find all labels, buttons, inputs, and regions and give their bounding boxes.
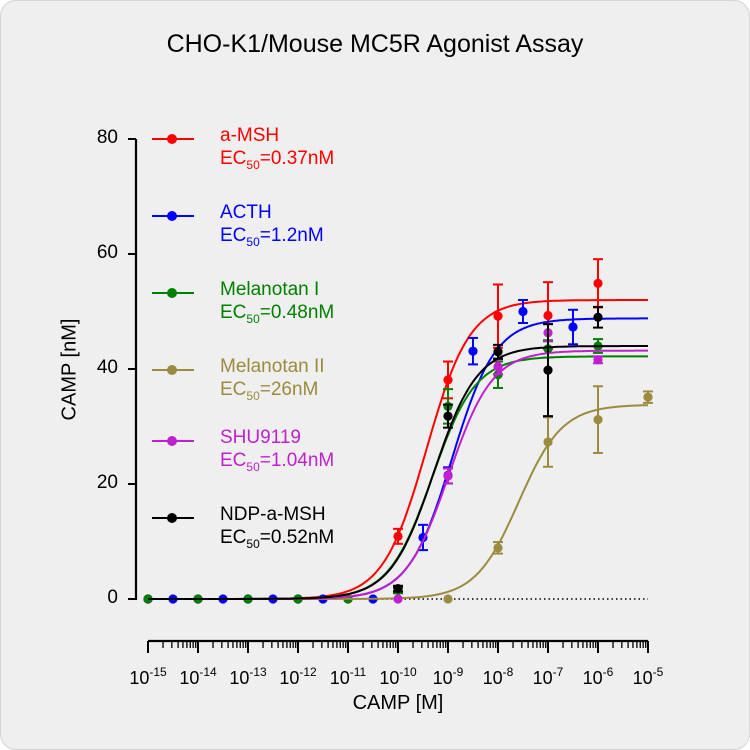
x-tick-label: 10-12 (279, 665, 317, 688)
data-point (593, 355, 603, 365)
data-point (518, 306, 528, 317)
x-tick-label: 10-5 (632, 665, 664, 688)
data-point (468, 346, 478, 356)
x-tick-label: 10-11 (329, 665, 367, 688)
legend-ec50-label: EC (220, 527, 247, 548)
y-tick-label: 20 (96, 472, 118, 493)
x-axis-title: CAMP [M] (352, 692, 444, 714)
legend-marker (152, 365, 194, 375)
data-point (643, 392, 653, 402)
legend-ec50-value: =1.04nM (259, 450, 335, 471)
x-tick-label: 10-15 (129, 665, 167, 688)
legend-marker (152, 211, 194, 221)
legend-ec50-sub: 50 (246, 157, 260, 172)
data-point (393, 584, 403, 594)
data-point (443, 375, 453, 385)
y-tick-label: 80 (96, 127, 118, 148)
x-tick-label: 10-10 (379, 665, 417, 688)
data-point (443, 471, 453, 481)
legend-ec50-label: EC (220, 148, 247, 169)
legend-series-name: ACTH (220, 202, 272, 223)
legend-marker (152, 288, 194, 298)
y-tick-label: 60 (96, 242, 118, 263)
data-point (493, 362, 503, 372)
legend-ec50-sub: 50 (246, 536, 260, 551)
data-point (543, 365, 553, 375)
legend-ec50-sub: 50 (246, 311, 260, 326)
chart-title: CHO-K1/Mouse MC5R Agonist Assay (166, 30, 584, 58)
data-point (443, 411, 453, 421)
legend-ec50-label: EC (220, 225, 247, 246)
fit-curve-5 (148, 345, 648, 600)
legend-series-name: Melanotan II (220, 356, 325, 377)
x-tick-label: 10-9 (432, 665, 464, 688)
legend-marker (152, 436, 194, 446)
legend-ec50-sub: 50 (246, 234, 260, 249)
x-tick-label: 10-14 (179, 665, 217, 688)
y-tick-label: 0 (107, 587, 118, 608)
y-axis-title: CAMP [nM] (58, 318, 81, 421)
legend-ec50-label: EC (220, 450, 247, 471)
legend-series-name: NDP-a-MSH (220, 504, 326, 525)
data-point (543, 310, 553, 321)
legend-ec50-value: =0.37nM (259, 148, 335, 169)
legend-marker (152, 134, 194, 144)
x-tick-label: 10-6 (582, 665, 614, 688)
legend-ec50-label: EC (220, 379, 247, 400)
data-point (593, 278, 603, 288)
x-tick-label: 10-8 (482, 665, 514, 688)
data-point (593, 415, 603, 425)
legend-ec50-value: =1.2nM (259, 225, 324, 246)
legend-series-name: SHU9119 (220, 427, 301, 448)
legend-ec50-sub: 50 (246, 388, 260, 403)
x-tick-label: 10-13 (229, 665, 267, 688)
data-point (568, 322, 578, 332)
data-point (593, 312, 603, 322)
data-point (493, 543, 503, 553)
data-point (493, 347, 503, 357)
data-point (543, 437, 553, 447)
legend-ec50-value: =0.52nM (259, 527, 335, 548)
legend-series-name: a-MSH (220, 125, 280, 146)
data-point (493, 311, 503, 321)
data-point (393, 594, 403, 604)
y-tick-label: 40 (96, 357, 118, 378)
legend-ec50-sub: 50 (246, 459, 260, 474)
legend-marker (152, 513, 194, 523)
legend-ec50-label: EC (220, 302, 247, 323)
data-point (443, 594, 453, 604)
legend-series-name: Melanotan I (220, 279, 320, 300)
legend-ec50-value: =0.48nM (259, 302, 335, 323)
legend-ec50-value: =26nM (259, 379, 319, 400)
data-point (393, 531, 403, 541)
x-tick-label: 10-7 (532, 665, 564, 688)
